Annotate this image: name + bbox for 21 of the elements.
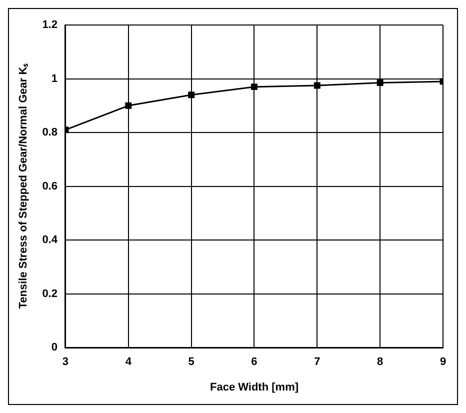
x-tick-label: 5 [188, 356, 194, 368]
point [125, 102, 132, 109]
point [251, 84, 258, 90]
y-axis-title: Tensile Stress of Stepped Gear/Normal Gear Kₛ [18, 62, 30, 309]
x-tick-label: 7 [314, 356, 320, 368]
x-axis-title: Face Width [mm] [210, 381, 299, 394]
y-tick-label: 0.4 [42, 234, 58, 246]
x-tick-label: 8 [377, 356, 384, 368]
y-tick-label: 1 [51, 72, 58, 85]
x-tick-label: 3 [62, 356, 69, 368]
x-tick-label: 6 [251, 356, 258, 368]
x-tick-label: 9 [440, 356, 446, 368]
x-tick-label: 4 [125, 356, 132, 368]
point [314, 82, 320, 89]
y-tick-label: 0.2 [42, 288, 58, 300]
y-tick-label: 0.6 [42, 180, 58, 192]
y-tick-label: 0.8 [42, 126, 58, 139]
y-tick-label: 1.2 [42, 19, 58, 32]
point [188, 92, 195, 98]
point [376, 80, 384, 86]
y-tick-label: 0 [51, 342, 58, 354]
